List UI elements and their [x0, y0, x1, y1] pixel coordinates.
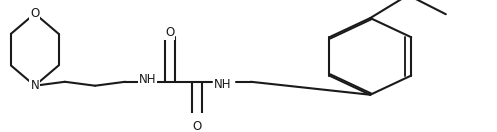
Text: NH: NH [214, 77, 232, 91]
Text: NH: NH [139, 73, 156, 86]
Text: O: O [193, 120, 202, 132]
Text: O: O [166, 26, 174, 39]
Text: O: O [30, 7, 39, 20]
Text: N: N [30, 79, 39, 92]
